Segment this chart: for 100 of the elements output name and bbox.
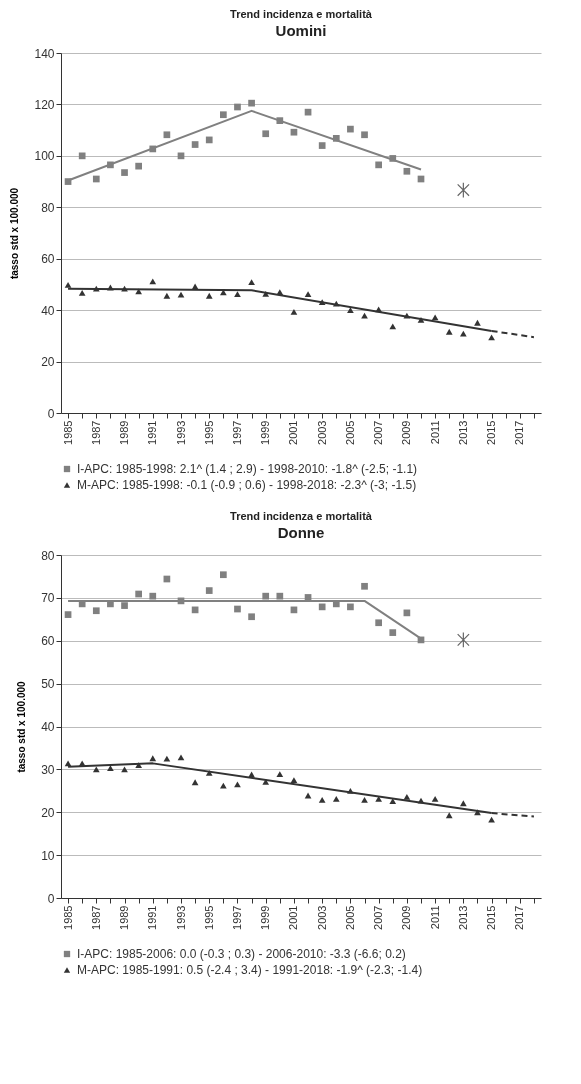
point — [318, 142, 326, 149]
point — [149, 145, 157, 153]
point — [361, 796, 368, 803]
y-tick-label: 140 — [34, 46, 55, 61]
legend-label: M-APC: 1985-1991: 0.5 (-2.4 ; 3.4) - 1991-2018: -1.9^ (-2.3; -1.4) — [77, 963, 423, 977]
x-tick-label: 1999 — [259, 905, 272, 930]
x-tick-label: 2007 — [372, 420, 385, 445]
x-tick-label: 2003 — [315, 905, 328, 930]
x-tick-label: 1995 — [202, 905, 215, 930]
point — [177, 291, 185, 298]
x-tick-label: 1987 — [89, 420, 102, 445]
x-tick-label: 2011 — [428, 905, 441, 930]
point — [361, 582, 368, 590]
x-tick-label: 1987 — [89, 905, 102, 930]
point — [64, 760, 72, 767]
y-tick-label: 10 — [41, 848, 55, 863]
point — [107, 765, 114, 771]
x-tick-label: 1993 — [174, 905, 187, 930]
point — [248, 279, 255, 286]
point — [220, 111, 227, 119]
y-axis-title: tasso std x 100.000 — [9, 187, 21, 280]
point — [191, 779, 199, 786]
chart-subtitle: Donne — [277, 524, 325, 541]
point — [389, 155, 397, 162]
point — [347, 307, 354, 314]
point — [64, 611, 72, 618]
x-tick-label: 2009 — [400, 905, 413, 930]
point — [205, 769, 213, 776]
point — [445, 812, 453, 819]
point — [375, 161, 382, 169]
x-tick-label: 1989 — [118, 905, 131, 930]
x-tick-label: 2015 — [485, 420, 498, 445]
y-tick-label: 40 — [41, 720, 55, 734]
x-tick-label: 2003 — [315, 420, 328, 445]
x-tick-label: 2013 — [456, 420, 469, 445]
x-tick-label: 2001 — [287, 420, 300, 445]
point — [64, 282, 72, 288]
point — [318, 796, 326, 803]
x-tick-label: 1997 — [230, 420, 243, 445]
x-tick-label: 2001 — [287, 905, 300, 930]
x-tick-label: 2017 — [513, 420, 526, 445]
point — [78, 152, 86, 160]
point — [163, 292, 171, 299]
point — [417, 797, 425, 804]
point — [375, 796, 382, 802]
point — [92, 175, 100, 183]
point — [220, 782, 227, 789]
x-tick-label: 1999 — [259, 420, 272, 445]
point — [220, 571, 227, 579]
point — [149, 755, 157, 762]
x-tick-label: 1991 — [146, 420, 159, 445]
x-tick-label: 2009 — [400, 420, 413, 445]
point — [474, 319, 481, 326]
x-tick-label: 2017 — [513, 905, 526, 930]
x-tick-label: 1985 — [61, 905, 74, 930]
point — [347, 787, 354, 794]
point — [64, 178, 72, 185]
point — [276, 289, 284, 296]
point — [318, 603, 326, 611]
y-tick-label: 80 — [41, 548, 55, 563]
chart-title: Trend incidenza e mortalità — [230, 8, 373, 20]
point — [149, 278, 157, 285]
point — [403, 793, 411, 800]
y-tick-label: 60 — [41, 252, 55, 267]
point — [457, 631, 470, 648]
point — [262, 291, 270, 297]
point — [290, 128, 298, 136]
legend-label: I-APC: 1985-2006: 0.0 (-0.3 ; 0.3) - 2006-2010: -3.3 (-6.6; 0.2) — [77, 947, 406, 961]
point — [332, 300, 340, 307]
x-tick-label: 2015 — [485, 905, 498, 930]
point — [78, 290, 86, 296]
point — [135, 590, 142, 598]
y-tick-label: 30 — [41, 762, 55, 777]
chart-subtitle: Uomini — [275, 22, 327, 39]
point — [248, 613, 255, 621]
point — [135, 762, 142, 768]
point — [177, 754, 185, 761]
y-axis-title: tasso std x 100.000 — [16, 680, 28, 773]
x-tick-label: 1993 — [174, 420, 187, 445]
point — [234, 605, 241, 613]
point — [389, 629, 397, 636]
legend-label: I-APC: 1985-1998: 2.1^ (1.4 ; 2.9) - 1998-2010: -1.8^ (-2.5; -1.1) — [77, 462, 418, 476]
point — [375, 306, 382, 313]
point — [262, 592, 270, 600]
point — [163, 755, 171, 762]
point — [191, 141, 199, 148]
point — [332, 796, 340, 802]
x-tick-label: 1989 — [118, 420, 131, 445]
point — [375, 619, 382, 627]
x-tick-label: 2011 — [428, 420, 441, 445]
point — [457, 182, 470, 199]
point — [276, 771, 284, 777]
y-tick-label: 100 — [34, 149, 55, 164]
x-tick-label: 2013 — [456, 905, 469, 930]
x-tick-label: 2005 — [343, 420, 356, 445]
x-tick-label: 1991 — [146, 905, 159, 930]
point — [347, 125, 354, 133]
x-tick-label: 1995 — [202, 420, 215, 445]
point — [361, 131, 368, 139]
y-tick-label: 0 — [47, 891, 55, 906]
